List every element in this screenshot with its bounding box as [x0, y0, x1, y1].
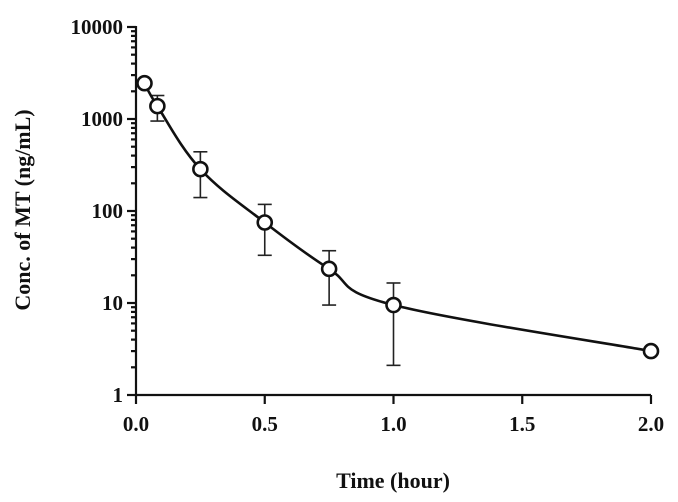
data-point — [642, 342, 660, 360]
data-point — [192, 160, 209, 178]
data-point — [149, 97, 166, 115]
series-line — [143, 82, 652, 353]
x-tick-label: 1.0 — [380, 412, 406, 436]
data-points — [136, 74, 660, 360]
data-point — [136, 74, 153, 92]
x-axis-title: Time (hour) — [336, 468, 450, 493]
data-point — [385, 296, 402, 314]
x-tick-label: 2.0 — [638, 412, 664, 436]
x-tick-label: 0.5 — [252, 412, 278, 436]
y-axis-title: Conc. of MT (ng/mL) — [10, 109, 35, 310]
data-point — [320, 260, 338, 278]
y-tick-label: 1000 — [81, 107, 123, 131]
x-tick-label: 1.5 — [509, 412, 535, 436]
y-tick-label: 1 — [113, 383, 124, 407]
series-group — [143, 82, 652, 353]
x-ticks: 0.0 0.5 1.0 1.5 2.0 — [123, 395, 664, 436]
x-tick-label: 0.0 — [123, 412, 149, 436]
y-tick-label: 10 — [102, 291, 123, 315]
y-tick-label: 10000 — [71, 15, 124, 39]
data-point — [256, 214, 274, 231]
y-tick-label: 100 — [92, 199, 124, 223]
y-ticks: 1 10 100 1000 10000 — [71, 15, 136, 407]
